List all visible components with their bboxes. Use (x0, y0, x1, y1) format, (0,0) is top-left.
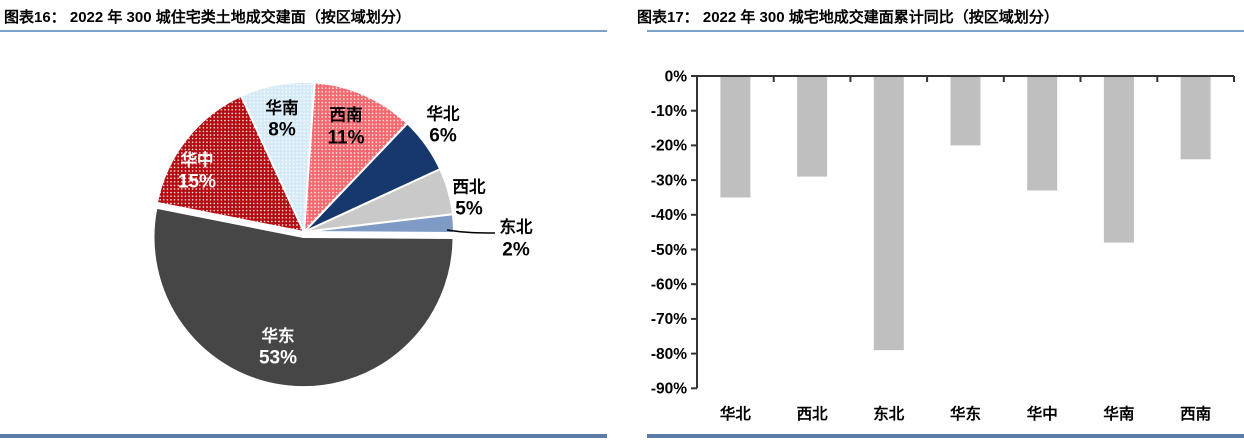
pie-label-value-southwest: 11% (328, 128, 365, 149)
leader-line-northeast (446, 229, 496, 234)
y-tick-label: -50% (651, 242, 687, 259)
bar-5 (1103, 76, 1134, 243)
y-tick-label: -60% (651, 277, 687, 294)
pie-label-region-east-china: 华东 (262, 326, 295, 346)
pie-label-value-north-china: 6% (429, 126, 457, 147)
pie-label-value-south-china: 8% (268, 120, 296, 141)
bar-4 (1027, 76, 1058, 191)
pie-slice-southwest (303, 81, 409, 233)
pie-slice-central-china (155, 94, 305, 233)
figure16-title: 图表16： 2022 年 300 城住宅类土地成交建面（按区域划分） (4, 9, 411, 26)
bar-2 (873, 76, 904, 351)
pie-slice-northeast (303, 213, 456, 234)
figure16-bottom-divider (0, 434, 607, 438)
pie-label-value-central-china: 15% (178, 172, 216, 193)
pie-label-region-north-china: 华北 (427, 104, 461, 124)
pie-slice-south-china (240, 81, 316, 233)
figure17-title: 图表17： 2022 年 300 城宅地成交建面累计同比（按区域划分） (637, 9, 1059, 26)
figure17-bottom-divider (647, 434, 1244, 438)
category-label-1: 西北 (797, 405, 829, 423)
pie-label-region-central-china: 华中 (181, 150, 214, 170)
pie-label-value-northeast: 2% (502, 240, 530, 261)
pie-label-region-southwest: 西南 (330, 105, 363, 125)
category-label-0: 华北 (720, 404, 752, 423)
category-label-5: 华南 (1103, 404, 1134, 423)
bar-1 (797, 76, 828, 177)
bar-3 (950, 76, 981, 146)
y-tick-label: -30% (651, 172, 687, 189)
pie-label-value-northwest: 5% (455, 199, 483, 220)
pie-label-region-south-china: 华南 (266, 98, 299, 118)
pie-label-region-northwest: 西北 (453, 178, 487, 197)
category-label-2: 东北 (873, 404, 905, 423)
bar-6 (1180, 76, 1211, 160)
y-tick-label: -90% (651, 381, 687, 398)
category-label-4: 华中 (1027, 404, 1058, 423)
y-tick-label: -40% (651, 207, 687, 224)
figure16-title-underline (0, 30, 607, 32)
bar-0 (720, 76, 751, 198)
y-tick-label: -70% (651, 311, 687, 328)
figure17-title-underline (647, 30, 1244, 32)
pie-slice-east-china (152, 206, 455, 389)
category-label-3: 华东 (950, 404, 981, 423)
pie-label-region-northeast: 东北 (500, 217, 534, 237)
category-label-6: 西南 (1180, 404, 1211, 423)
pie-label-value-east-china: 53% (259, 348, 297, 369)
y-tick-label: -80% (651, 346, 687, 363)
y-tick-label: 0% (665, 68, 688, 85)
y-tick-label: -20% (651, 138, 687, 155)
y-tick-label: -10% (651, 103, 687, 120)
